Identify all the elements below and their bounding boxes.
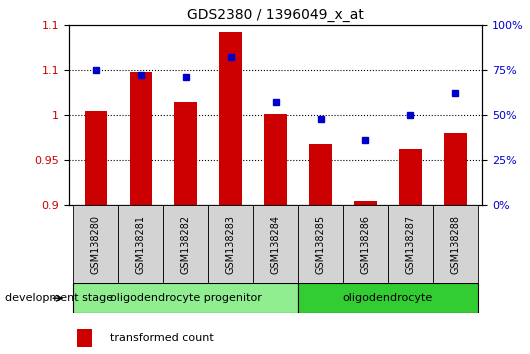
Bar: [208, 205, 253, 283]
Text: GSM138285: GSM138285: [315, 215, 325, 274]
Text: transformed count: transformed count: [110, 333, 214, 343]
Text: oligodendrocyte: oligodendrocyte: [343, 293, 433, 303]
Text: GSM138284: GSM138284: [271, 215, 280, 274]
Bar: [129, 72, 152, 205]
Text: GSM138288: GSM138288: [450, 215, 461, 274]
Bar: [433, 205, 478, 283]
Bar: [85, 110, 107, 205]
Bar: [298, 205, 343, 283]
Bar: [174, 102, 197, 205]
Text: GSM138281: GSM138281: [136, 215, 146, 274]
Bar: [77, 329, 92, 347]
Bar: [354, 201, 377, 205]
Bar: [73, 205, 118, 283]
Bar: [163, 205, 208, 283]
Text: GSM138283: GSM138283: [226, 215, 236, 274]
Bar: [444, 133, 466, 205]
Bar: [298, 283, 478, 313]
Text: oligodendrocyte progenitor: oligodendrocyte progenitor: [110, 293, 262, 303]
Text: GSM138287: GSM138287: [405, 215, 416, 274]
Text: development stage: development stage: [5, 293, 113, 303]
Bar: [388, 205, 433, 283]
Text: GSM138282: GSM138282: [181, 215, 191, 274]
Text: GSM138286: GSM138286: [360, 215, 370, 274]
Bar: [264, 114, 287, 205]
Bar: [219, 32, 242, 205]
Bar: [73, 283, 298, 313]
Bar: [343, 205, 388, 283]
Bar: [118, 205, 163, 283]
Text: GSM138280: GSM138280: [91, 215, 101, 274]
Bar: [253, 205, 298, 283]
Bar: [399, 149, 422, 205]
Title: GDS2380 / 1396049_x_at: GDS2380 / 1396049_x_at: [187, 8, 364, 22]
Bar: [310, 144, 332, 205]
